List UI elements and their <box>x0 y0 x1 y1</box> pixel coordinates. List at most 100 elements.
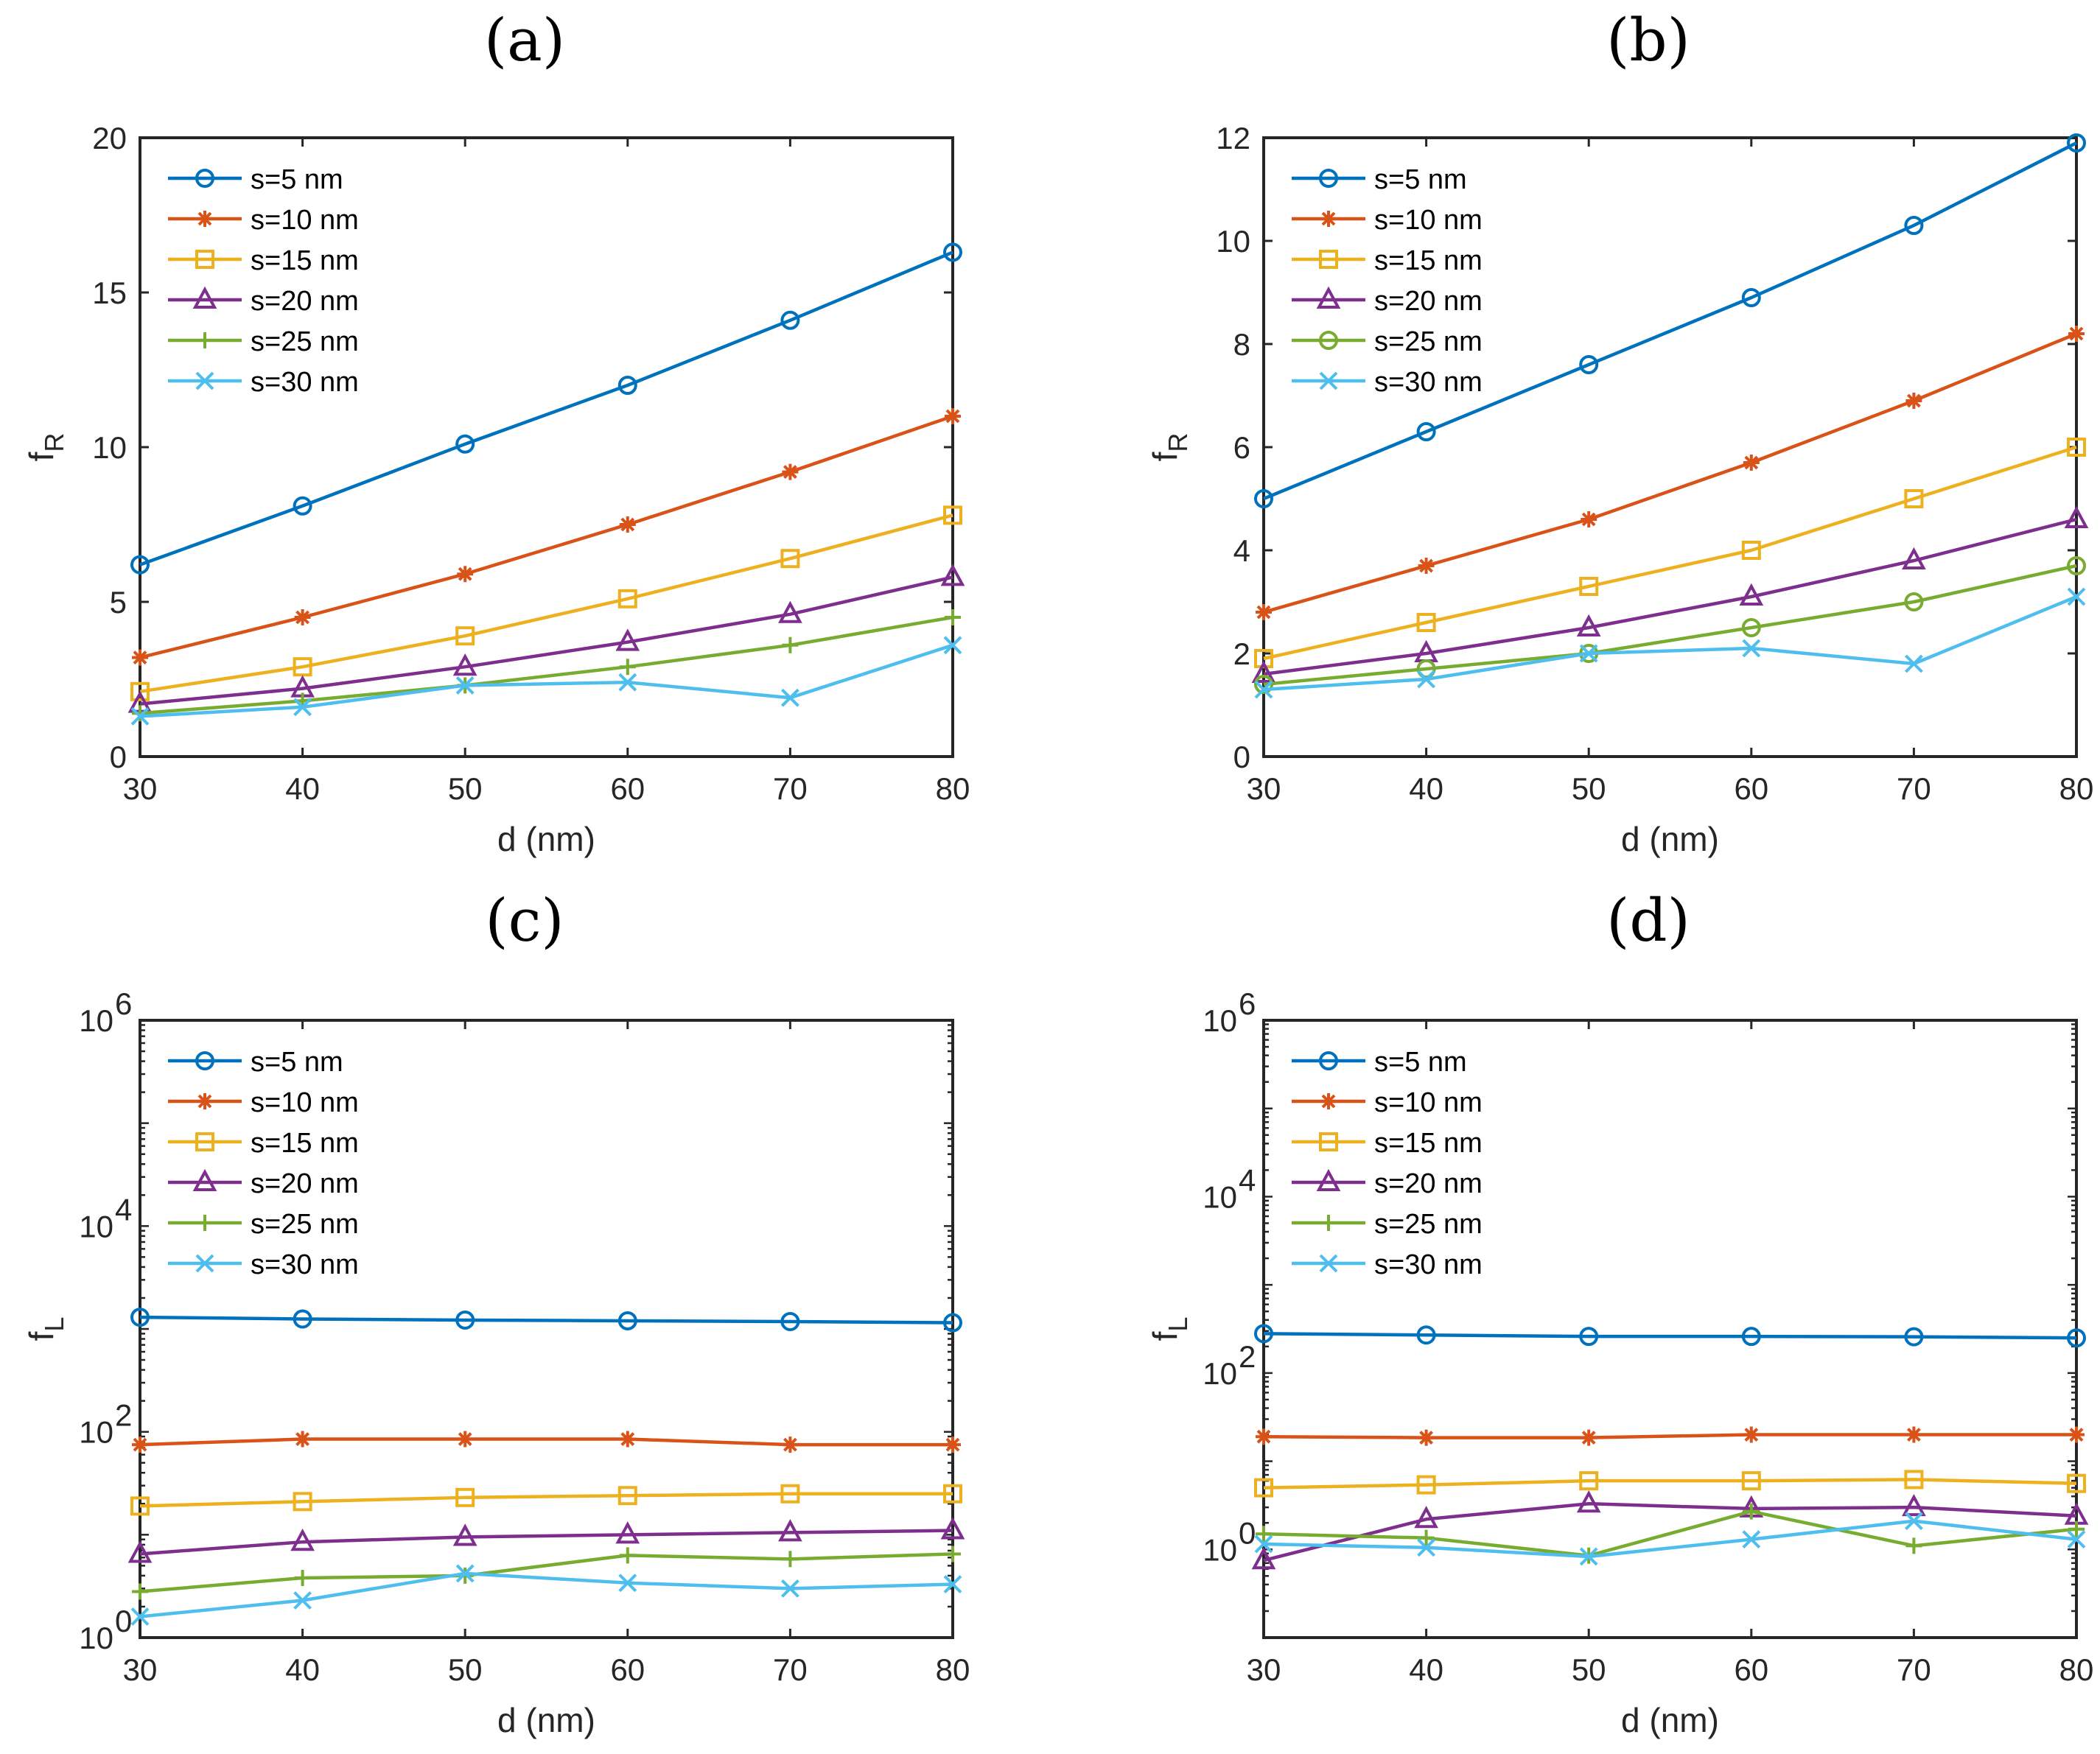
data-point <box>1576 1490 1601 1513</box>
legend-label: s=5 nm <box>251 164 343 195</box>
y-tick-label: 12 <box>1216 121 1250 155</box>
data-point <box>780 688 799 707</box>
series-line <box>1263 1519 2077 1559</box>
legend-label: s=15 nm <box>1374 245 1483 276</box>
y-tick-label: 8 <box>1233 327 1250 362</box>
legend-marker <box>1316 286 1341 309</box>
data-point <box>1416 659 1436 678</box>
data-point <box>1416 1325 1436 1345</box>
data-point <box>615 628 640 651</box>
legend-marker <box>195 1132 214 1151</box>
legend-entry: s=25 nm <box>1292 1209 1483 1240</box>
legend-marker <box>1319 331 1338 350</box>
series-line <box>139 615 953 715</box>
data-point <box>619 516 636 533</box>
legend-entry: s=20 nm <box>1292 286 1483 317</box>
series <box>130 1564 962 1626</box>
data-point <box>1741 1327 1761 1347</box>
x-tick-label: 60 <box>610 1652 645 1687</box>
legend-label: s=5 nm <box>251 1047 343 1078</box>
x-tick-label: 80 <box>936 771 970 806</box>
data-point <box>943 505 962 525</box>
data-point <box>293 698 312 717</box>
data-point <box>780 310 800 330</box>
data-point <box>945 1546 961 1562</box>
series <box>127 1517 965 1563</box>
series-line <box>139 250 953 566</box>
y-tick-label: 10 <box>79 1003 113 1038</box>
series <box>1256 326 2085 620</box>
legend-marker <box>192 286 217 309</box>
y-tick-exponent: 4 <box>1239 1162 1256 1197</box>
legend-marker <box>197 1215 213 1231</box>
data-point <box>130 555 150 575</box>
legend-marker <box>1320 1093 1337 1109</box>
data-point <box>1579 1471 1599 1491</box>
data-point <box>457 566 474 583</box>
x-axis-label: d (nm) <box>497 820 595 858</box>
y-tick-label: 10 <box>1203 1356 1237 1391</box>
data-point <box>618 673 637 692</box>
legend-marker <box>195 371 214 390</box>
x-tick-label: 70 <box>773 1652 808 1687</box>
data-point <box>1904 1470 1924 1490</box>
panel-title: (a) <box>484 6 565 74</box>
y-tick-exponent: 2 <box>115 1398 132 1433</box>
legend-entry: s=10 nm <box>168 1087 359 1118</box>
legend-label: s=5 nm <box>1374 1047 1467 1078</box>
y-tick-exponent: 0 <box>115 1604 132 1638</box>
legend-marker <box>1319 250 1338 269</box>
x-tick-label: 40 <box>285 1652 320 1687</box>
legend-entry: s=30 nm <box>1292 1249 1483 1280</box>
series <box>1254 438 2086 668</box>
data-point <box>2064 505 2089 528</box>
data-point <box>294 1570 311 1587</box>
data-point <box>1417 1538 1436 1557</box>
series <box>130 505 962 701</box>
y-tick-label: 10 <box>1216 224 1250 259</box>
series <box>1254 556 2086 694</box>
data-point <box>618 1574 637 1593</box>
series-line <box>139 513 953 694</box>
data-point <box>615 1521 640 1544</box>
series <box>1254 133 2086 508</box>
legend-marker <box>195 1254 214 1273</box>
data-point <box>1902 547 1926 569</box>
data-point <box>1416 422 1436 441</box>
legend-marker <box>195 169 214 188</box>
legend-label: s=15 nm <box>251 1128 359 1159</box>
series <box>130 1484 962 1516</box>
data-point <box>1251 1547 1276 1570</box>
data-point <box>2068 1426 2085 1443</box>
legend-label: s=30 nm <box>251 1249 359 1280</box>
x-tick-label: 30 <box>1247 771 1281 806</box>
data-point <box>293 1492 312 1512</box>
data-point <box>1256 1428 1272 1445</box>
y-tick-label: 10 <box>1203 1179 1237 1214</box>
data-point <box>1904 592 1924 611</box>
series-line <box>139 1315 953 1325</box>
series-line <box>139 414 953 659</box>
y-axis-label: fL <box>1146 1317 1193 1341</box>
series <box>130 636 962 726</box>
data-point <box>457 1431 474 1448</box>
data-point <box>130 1308 150 1327</box>
legend-marker <box>192 1168 217 1191</box>
legend-marker <box>1320 1215 1337 1231</box>
data-point <box>780 1484 800 1504</box>
series-line <box>1263 594 2077 692</box>
y-tick-exponent: 0 <box>1239 1515 1256 1550</box>
series-line <box>139 575 953 706</box>
data-point <box>782 1436 799 1453</box>
data-point <box>455 1310 475 1330</box>
legend-label: s=10 nm <box>1374 205 1483 236</box>
x-tick-label: 50 <box>1572 771 1606 806</box>
legend-label: s=15 nm <box>251 245 359 276</box>
legend-label: s=20 nm <box>1374 286 1483 317</box>
x-tick-label: 40 <box>1409 1652 1443 1687</box>
legend-marker <box>195 1051 214 1070</box>
data-point <box>1418 1529 1435 1546</box>
data-point <box>1904 654 1923 673</box>
